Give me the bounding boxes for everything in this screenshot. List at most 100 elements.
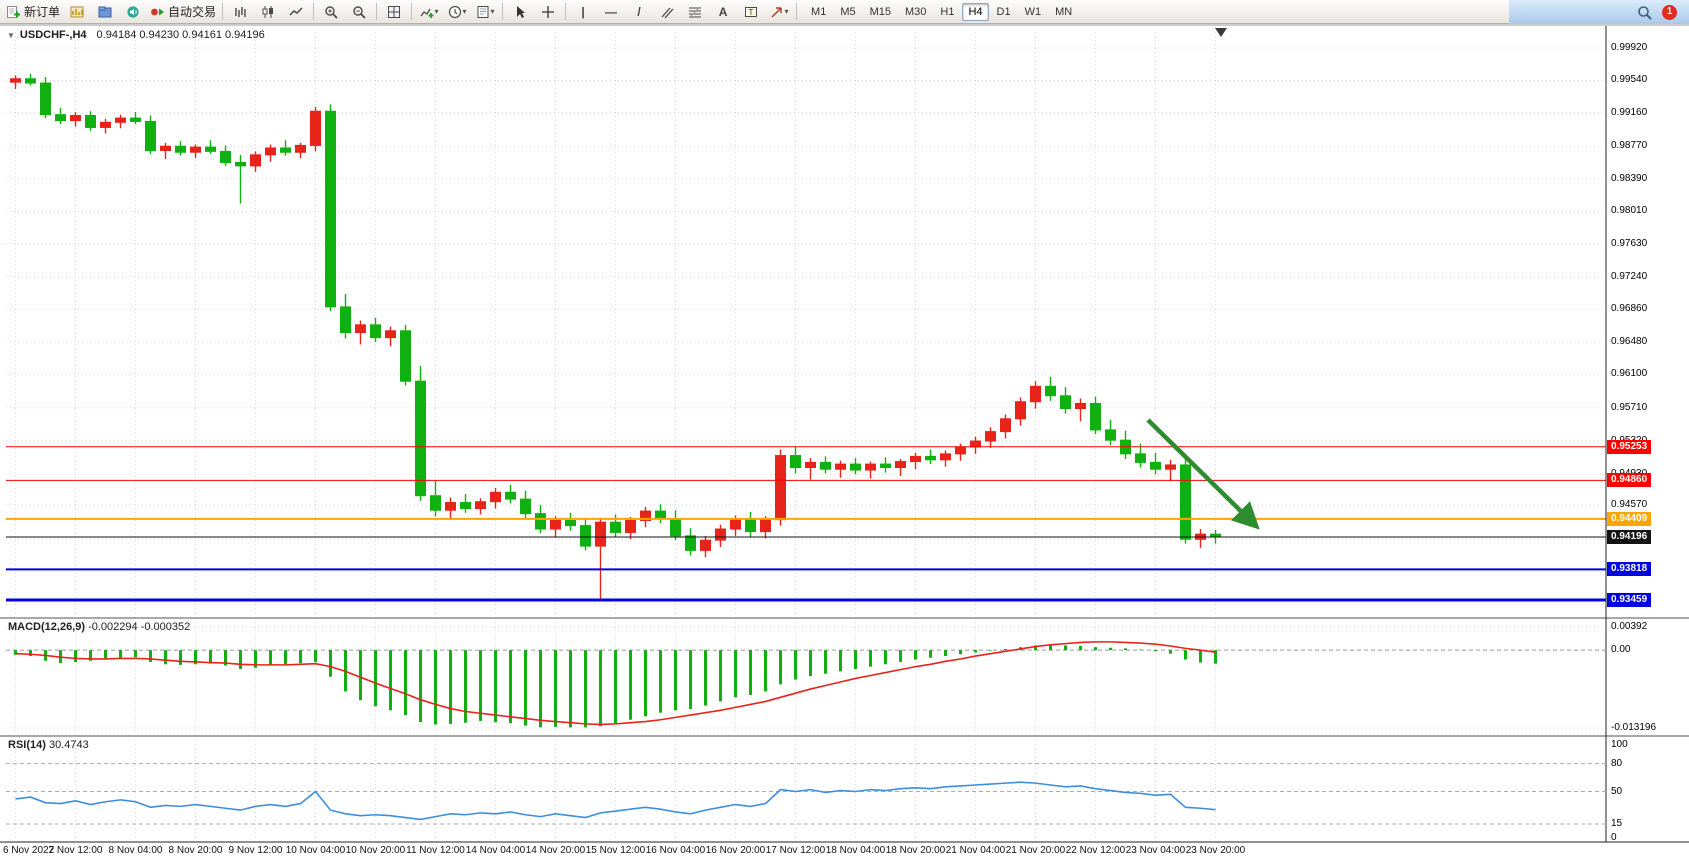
candle-body <box>355 324 366 334</box>
charts-window-icon[interactable] <box>63 1 91 23</box>
chevron-down-icon[interactable]: ▼ <box>7 31 15 40</box>
candle-body <box>880 463 891 469</box>
text-icon: A <box>718 4 728 19</box>
candle-body <box>325 110 336 308</box>
candlestick-mode-button[interactable] <box>254 1 282 23</box>
indicators-button[interactable]: ▾ <box>415 1 443 23</box>
timeframe-M1[interactable]: M1 <box>811 5 827 18</box>
arrows-tool[interactable]: ▾ <box>765 1 793 23</box>
zoom-out-button[interactable] <box>345 1 373 23</box>
channel-icon <box>661 7 674 18</box>
candle-body <box>625 519 636 533</box>
panel-separator[interactable] <box>0 735 1689 737</box>
candle-body <box>1180 464 1191 540</box>
toolbar-separator <box>376 3 378 20</box>
chart-title: ▼ USDCHF-,H4 0.94184 0.94230 0.94161 0.941… <box>7 29 265 41</box>
timeframe-H4[interactable]: H4 <box>962 2 989 21</box>
horizontal-line-tool[interactable]: — <box>597 1 625 23</box>
arrow-object-icon <box>770 6 782 18</box>
candle-body <box>85 114 96 128</box>
candle-body <box>805 461 816 469</box>
macd-panel-label: MACD(12,26,9) -0.002294 -0.000352 <box>8 621 190 633</box>
timeframe-H1[interactable]: H1 <box>940 5 955 18</box>
fibonacci-tool[interactable] <box>681 1 709 23</box>
trendline-tool[interactable]: / <box>625 1 653 23</box>
candle-body <box>610 521 621 533</box>
vertical-line-icon: | <box>581 4 585 19</box>
macd-name: MACD(12,26,9) <box>8 621 86 633</box>
chart-shift-marker[interactable] <box>1213 27 1229 39</box>
candle-body <box>1030 385 1041 403</box>
search-zone: 1 <box>1509 0 1689 24</box>
rsi-name: RSI(14) <box>8 739 46 751</box>
templates-button[interactable]: ▾ <box>471 1 499 23</box>
candle-body <box>1075 402 1086 410</box>
rsi-line <box>15 781 1216 821</box>
sound-icon[interactable] <box>119 1 147 23</box>
new-order-button[interactable]: 新订单 <box>3 1 63 23</box>
timeframe-toolbar: M1 M5 M15 M30 H1 H4 D1 W1 MN <box>804 2 1079 21</box>
chevron-down-icon: ▾ <box>784 7 789 16</box>
text-label-tool[interactable]: T <box>737 1 765 23</box>
candle-body <box>760 519 771 533</box>
notification-badge[interactable]: 1 <box>1662 4 1677 20</box>
candle-body <box>175 145 186 153</box>
candle-body <box>235 161 246 167</box>
bar-chart-mode-button[interactable] <box>226 1 254 23</box>
candle-body <box>715 528 726 541</box>
candle-body <box>730 519 741 530</box>
candle-body <box>310 110 321 146</box>
candle-body <box>1060 395 1071 410</box>
auto-trading-button[interactable]: 自动交易 <box>147 1 219 23</box>
toolbar-separator <box>411 3 413 20</box>
line-chart-mode-button[interactable] <box>282 1 310 23</box>
macd-values: -0.002294 -0.000352 <box>88 621 191 633</box>
timeframe-M5[interactable]: M5 <box>840 5 856 18</box>
cursor-tool-button[interactable] <box>506 1 534 23</box>
candle-body <box>955 446 966 455</box>
annotation-arrow[interactable] <box>1146 418 1260 530</box>
auto-trading-icon <box>151 8 165 15</box>
candle-body <box>565 519 576 527</box>
candle-body <box>640 510 651 521</box>
periods-clock-button[interactable]: ▾ <box>443 1 471 23</box>
timeframe-M30[interactable]: M30 <box>905 5 927 18</box>
candle-body <box>415 380 426 497</box>
zoom-in-button[interactable] <box>317 1 345 23</box>
candle-body <box>685 535 696 551</box>
timeframe-D1[interactable]: D1 <box>996 5 1011 18</box>
toolbar: 新订单 自动交易 ▾ ▾ ▾ <box>0 0 1689 24</box>
candle-body <box>1210 533 1221 538</box>
toolbar-separator <box>313 3 315 20</box>
speaker-icon <box>127 5 139 18</box>
timeframe-MN[interactable]: MN <box>1055 5 1073 18</box>
vertical-line-tool[interactable]: | <box>569 1 597 23</box>
timeframe-W1[interactable]: W1 <box>1024 5 1042 18</box>
candle-body <box>970 440 981 448</box>
tile-windows-button[interactable] <box>380 1 408 23</box>
candle-body <box>40 82 51 116</box>
search-icon[interactable] <box>1637 5 1652 20</box>
candle-body <box>445 502 456 511</box>
chevron-down-icon: ▾ <box>462 7 467 16</box>
candle-body <box>580 525 591 547</box>
crosshair-icon <box>542 5 555 18</box>
crosshair-tool-button[interactable] <box>534 1 562 23</box>
candle-body <box>1150 461 1161 470</box>
candle-body <box>1015 401 1026 420</box>
zoom-in-icon <box>325 5 338 19</box>
panel-separator[interactable] <box>0 617 1689 619</box>
candle-body <box>430 495 441 511</box>
candle-body <box>1045 385 1056 397</box>
trendline-icon: / <box>637 4 641 19</box>
candle-body <box>1135 453 1146 463</box>
toolbar-separator <box>565 3 567 20</box>
profiles-icon[interactable] <box>91 1 119 23</box>
candle-body <box>475 501 486 510</box>
candle-body <box>115 117 126 123</box>
new-order-label: 新订单 <box>24 5 61 19</box>
channel-tool[interactable] <box>653 1 681 23</box>
text-tool[interactable]: A <box>709 1 737 23</box>
timeframe-M15[interactable]: M15 <box>869 5 891 18</box>
